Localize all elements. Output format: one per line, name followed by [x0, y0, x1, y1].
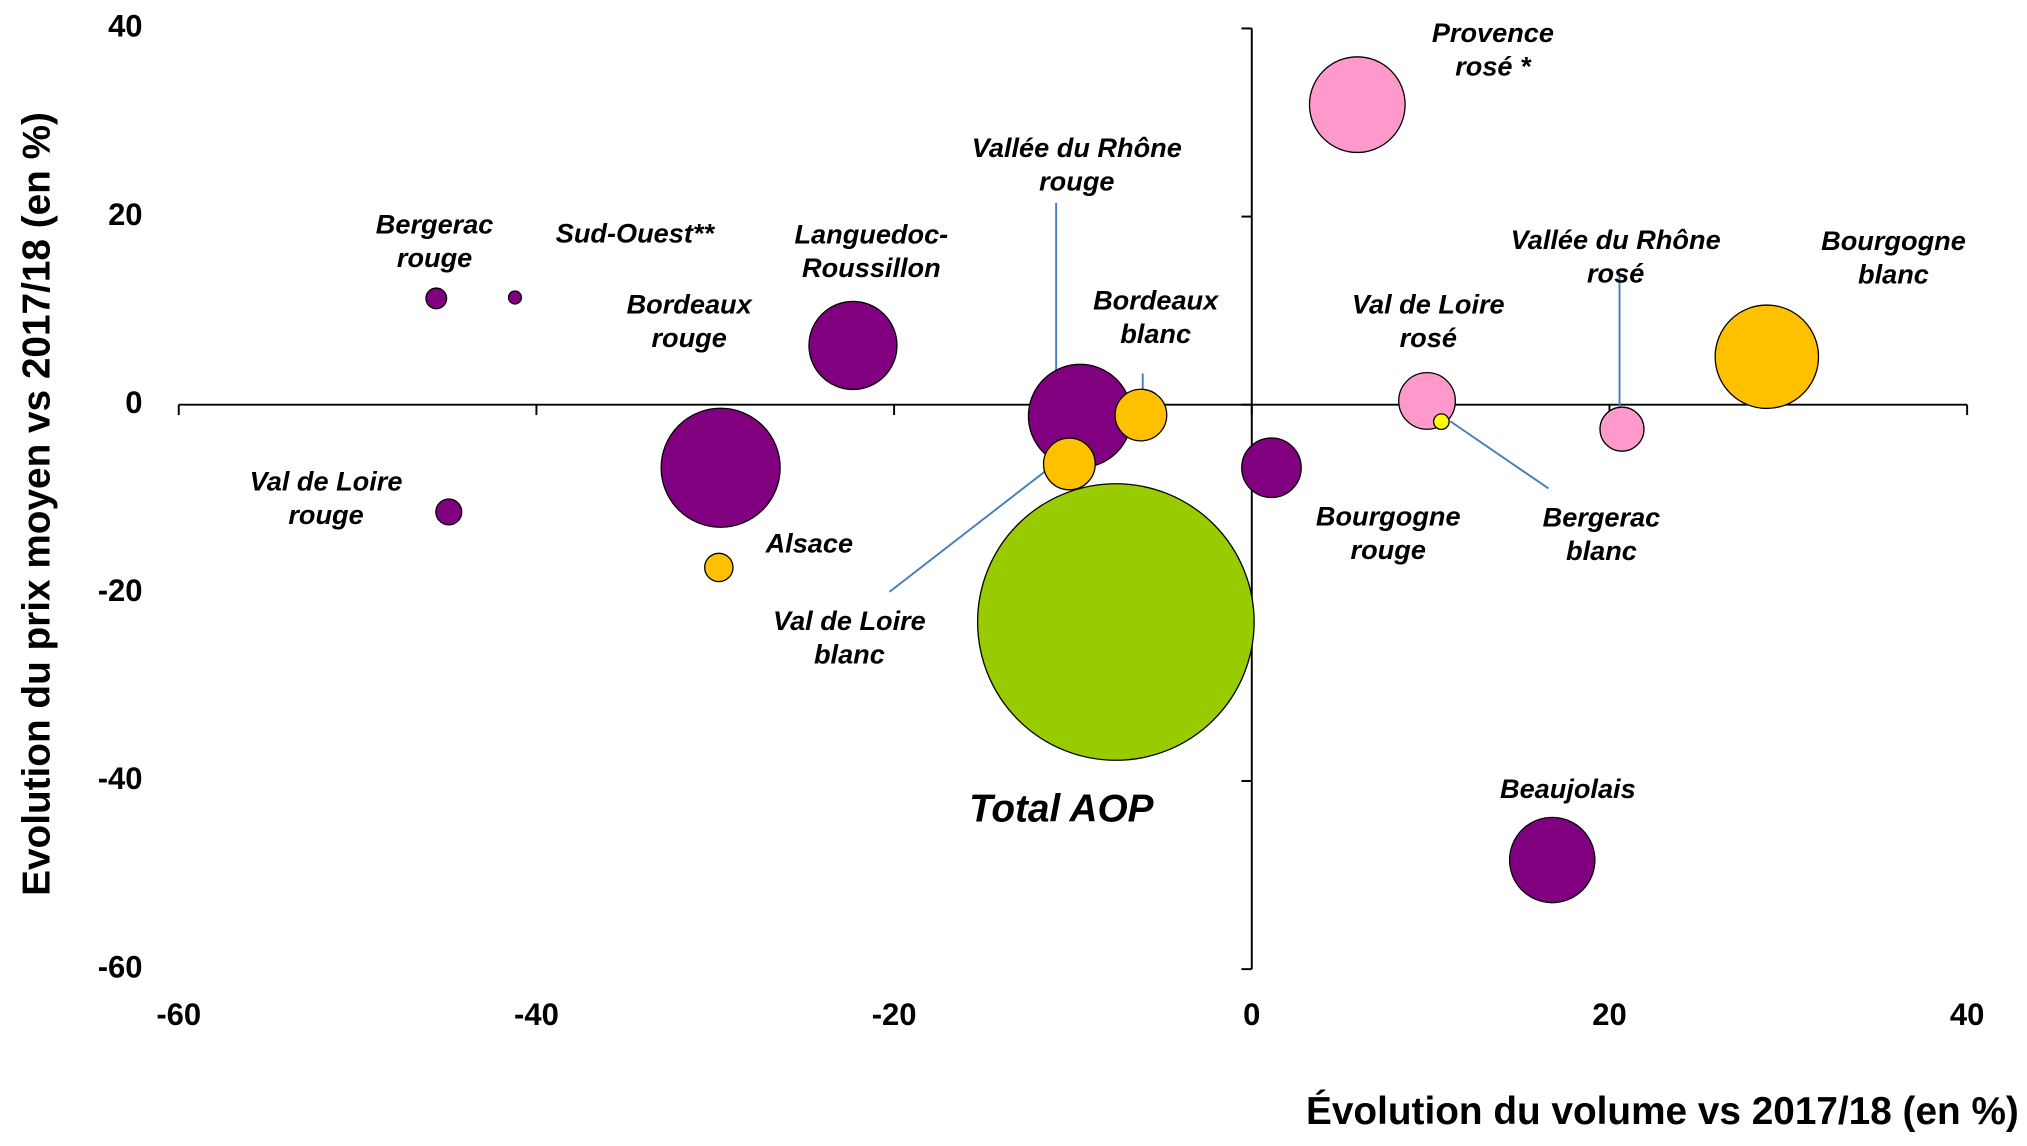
- y-tick-label: 40: [108, 9, 142, 44]
- bubble: [808, 300, 898, 391]
- bubble-label: rouge: [397, 242, 472, 273]
- bubble-label: Beaujolais: [1500, 773, 1636, 804]
- bubble: [425, 287, 448, 310]
- bubble-label: blanc: [814, 639, 885, 670]
- y-axis-title: Evolution du prix moyen vs 2017/18 (en %…: [15, 112, 58, 896]
- bubble-label: rosé *: [1455, 51, 1532, 82]
- x-tick-label: 20: [1592, 997, 1626, 1032]
- bubble-label: blanc: [1120, 318, 1191, 349]
- bubble-label: Vallée du Rhône: [1511, 224, 1721, 255]
- bubble-label: rosé: [1587, 257, 1644, 288]
- x-axis-title: Évolution du volume vs 2017/18 (en %): [1306, 1089, 2019, 1133]
- bubble: [1241, 437, 1302, 499]
- bubble-label: rouge: [288, 499, 363, 530]
- bubble: [1308, 56, 1406, 154]
- bubble-label: Alsace: [765, 527, 853, 558]
- bubble-label: Val de Loire: [250, 465, 403, 496]
- bubble: [507, 290, 523, 305]
- x-tick-label: 40: [1950, 997, 1984, 1032]
- bubble-label: Bourgogne: [1316, 500, 1461, 531]
- x-tick-label: -20: [872, 997, 917, 1032]
- y-tick-label: -60: [98, 949, 143, 984]
- bubble: [1432, 413, 1450, 431]
- bubble: [1508, 816, 1596, 904]
- bubble: [976, 483, 1255, 761]
- y-tick-label: -40: [98, 761, 143, 796]
- x-tick-label: -40: [514, 997, 559, 1032]
- bubble-label: Bourgogne: [1821, 225, 1966, 256]
- bubble: [660, 407, 781, 528]
- bubble-label: Bergerac: [1543, 502, 1661, 533]
- bubble-label: Languedoc-: [795, 219, 949, 250]
- bubble-label: rosé: [1400, 322, 1457, 353]
- y-tick-label: 20: [108, 197, 142, 232]
- bubble: [704, 552, 734, 583]
- bubble-label: blanc: [1858, 259, 1929, 290]
- leader-line: [1449, 420, 1550, 490]
- bubble-label: Sud-Ouest**: [556, 217, 716, 248]
- bubble-label: Total AOP: [969, 788, 1154, 831]
- bubble: [1599, 406, 1645, 452]
- bubble-label: Val de Loire: [1352, 288, 1505, 319]
- y-tick-label: -20: [98, 573, 143, 608]
- x-tick-label: -60: [156, 997, 201, 1032]
- bubble-label: Bordeaux: [627, 288, 753, 319]
- bubble-label: Provence: [1432, 17, 1554, 48]
- bubble-label: Vallée du Rhône: [972, 132, 1182, 163]
- bubble: [1714, 304, 1820, 410]
- bubble-label: blanc: [1566, 535, 1637, 566]
- bubble-label: rouge: [1039, 166, 1114, 197]
- bubble-label: Val de Loire: [773, 605, 926, 636]
- x-tick-label: 0: [1243, 997, 1260, 1032]
- bubble-label: rouge: [651, 322, 726, 353]
- leader-line: [888, 454, 1068, 593]
- bubble: [435, 498, 463, 526]
- bubble: [1042, 437, 1096, 491]
- bubble-label: Bergerac: [376, 208, 494, 239]
- bubble-label: Bordeaux: [1093, 285, 1219, 316]
- bubble-label: Roussillon: [802, 252, 941, 283]
- y-tick-label: 0: [125, 385, 142, 420]
- bubble: [1114, 388, 1168, 442]
- bubble-label: rouge: [1351, 534, 1426, 565]
